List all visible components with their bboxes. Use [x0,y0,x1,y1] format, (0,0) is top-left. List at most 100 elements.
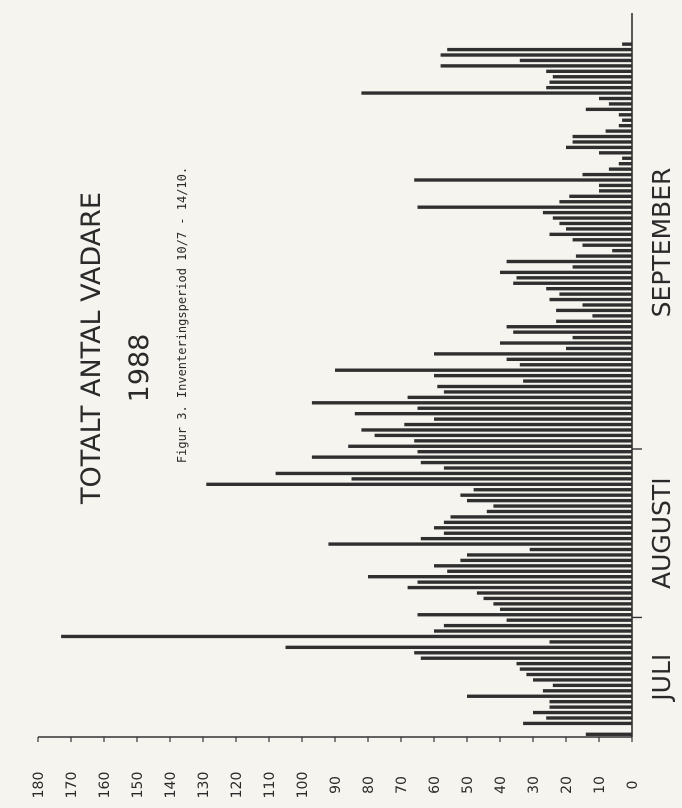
bar [506,325,632,329]
bar [592,314,632,318]
month-ticks-group [632,448,642,619]
bar [552,216,632,220]
bar [519,667,632,671]
bar [434,417,632,421]
bar [519,363,632,367]
bar [582,243,632,247]
bar [546,85,632,90]
bars-group [61,42,633,736]
y-tick-label: 40 [493,776,509,794]
y-tick-label: 120 [229,772,245,799]
bar [622,42,632,46]
bar [414,178,632,182]
bar [523,721,632,726]
bar [328,542,632,546]
bar [549,297,632,302]
bar [420,460,632,465]
bar [443,531,632,535]
bar [417,205,632,209]
bar [546,69,632,74]
bar [585,107,632,112]
bar [500,270,632,275]
bar [500,341,632,345]
bar [285,645,632,650]
bar [569,194,632,198]
bar [526,672,632,677]
bar [447,569,632,573]
bar [599,151,632,155]
y-tick-label: 180 [31,772,47,799]
y-tick-label: 150 [130,772,146,799]
bar [407,585,632,590]
month-label: JULI [647,654,676,703]
bar [559,292,632,296]
y-tick-label: 50 [460,776,476,794]
bar [516,661,632,666]
bar [417,450,632,454]
figure-caption: Figur 3. Inventeringsperiod 10/7 - 14/10… [175,167,189,463]
bar [618,162,632,166]
bar [549,640,632,644]
bar [559,200,632,204]
bar [467,498,632,503]
bar [582,172,632,177]
bar [450,515,632,519]
bar [599,189,632,193]
bar [361,428,632,432]
bar [417,580,632,584]
bar [572,140,632,144]
bar [434,352,632,356]
bar [354,411,632,416]
bar [572,265,632,269]
bar [483,596,632,601]
bar [533,678,632,682]
y-tick-label: 60 [427,776,443,794]
bar [493,504,632,508]
bar [434,526,632,530]
y-tick-label: 170 [64,772,80,799]
y-tick-label: 100 [295,772,311,799]
bar [549,80,632,84]
bar [447,47,632,52]
bar [443,520,632,525]
bar [612,248,632,253]
bar [443,390,632,394]
bar [599,183,632,188]
bar [575,254,632,258]
bar [434,629,632,633]
bar [608,167,632,171]
chart-title: TOTALT ANTAL VADARE [76,192,107,505]
bar [566,346,632,351]
y-ticks-group: 0 10 20 30 40 50 60 70 80 90 100 110 120 130 140 150 160… [31,737,641,798]
bar [440,64,632,68]
bar [414,439,632,443]
bar [572,238,632,242]
bar [476,591,632,595]
bar [443,623,632,628]
bar [420,656,632,660]
bar [407,395,632,400]
bar [549,232,632,237]
bar [549,705,632,709]
bar [437,384,632,389]
y-tick-label: 110 [262,772,278,799]
bar [546,287,632,291]
month-label: SEPTEMBER [647,168,676,318]
bar [374,433,632,438]
bar [556,308,632,313]
bar [404,422,632,427]
bar [529,547,632,552]
bar [582,303,632,307]
bar [506,618,632,622]
bar [417,613,632,617]
bar [460,558,632,563]
y-tick-label: 30 [526,776,542,794]
bar [618,123,632,128]
bar [572,335,632,340]
bar [546,716,632,720]
bar [440,53,632,57]
bar [556,319,632,323]
bar [552,75,632,79]
bar [500,607,632,611]
